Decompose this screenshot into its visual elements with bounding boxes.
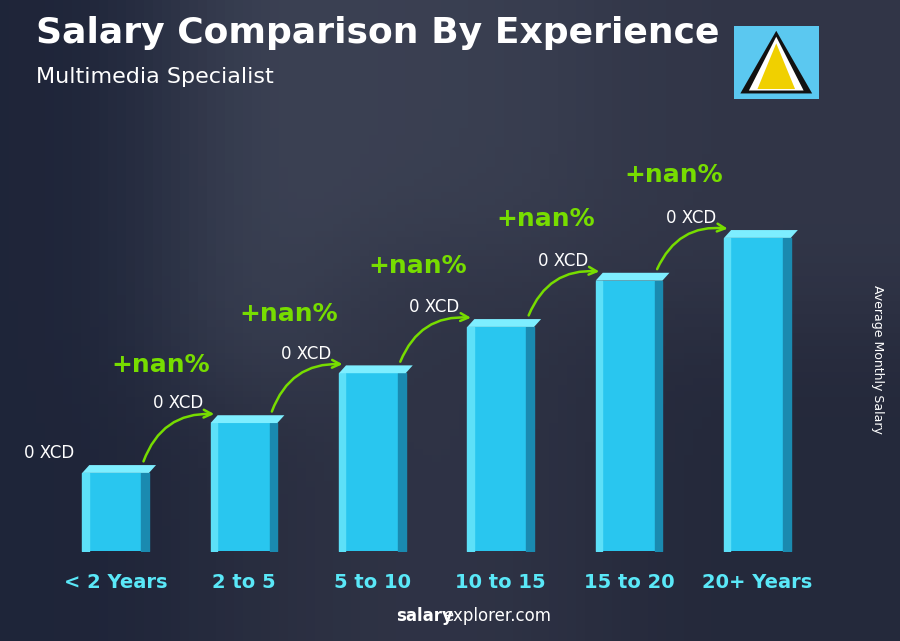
Text: +nan%: +nan%: [496, 207, 595, 231]
Bar: [211, 423, 277, 551]
Text: < 2 Years: < 2 Years: [64, 572, 167, 592]
Polygon shape: [339, 365, 413, 373]
Text: salary: salary: [396, 607, 453, 625]
Text: Multimedia Specialist: Multimedia Specialist: [36, 67, 274, 87]
Text: Average Monthly Salary: Average Monthly Salary: [871, 285, 884, 433]
Bar: [724, 238, 791, 551]
Polygon shape: [211, 415, 284, 423]
Text: 0 XCD: 0 XCD: [410, 298, 460, 316]
Text: 0 XCD: 0 XCD: [281, 344, 331, 363]
Text: +nan%: +nan%: [112, 353, 210, 377]
Text: 20+ Years: 20+ Years: [702, 572, 813, 592]
Text: 0 XCD: 0 XCD: [666, 209, 716, 227]
Polygon shape: [758, 44, 795, 89]
Polygon shape: [467, 319, 541, 327]
Text: 0 XCD: 0 XCD: [153, 394, 202, 412]
Polygon shape: [724, 230, 797, 238]
Text: 10 to 15: 10 to 15: [455, 572, 546, 592]
Polygon shape: [749, 37, 804, 90]
Bar: [82, 473, 149, 551]
Text: explorer.com: explorer.com: [443, 607, 551, 625]
Polygon shape: [741, 31, 812, 94]
Text: 2 to 5: 2 to 5: [212, 572, 275, 592]
Bar: [596, 281, 662, 551]
Text: +nan%: +nan%: [239, 302, 338, 326]
Text: 5 to 10: 5 to 10: [334, 572, 410, 592]
Polygon shape: [596, 273, 670, 281]
Text: +nan%: +nan%: [625, 163, 724, 187]
Text: +nan%: +nan%: [368, 254, 466, 278]
Text: 0 XCD: 0 XCD: [24, 444, 75, 462]
Text: Salary Comparison By Experience: Salary Comparison By Experience: [36, 16, 719, 50]
Bar: [339, 373, 406, 551]
Text: 15 to 20: 15 to 20: [584, 572, 674, 592]
Text: 0 XCD: 0 XCD: [537, 252, 588, 270]
Bar: [467, 327, 534, 551]
Polygon shape: [82, 465, 156, 473]
